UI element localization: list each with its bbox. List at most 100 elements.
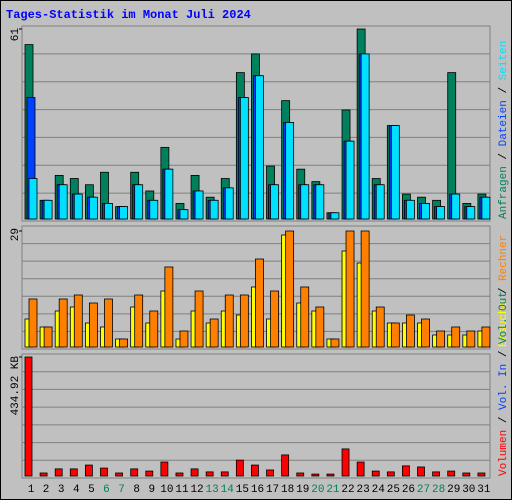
x-tick-label: 25 [387,484,400,496]
bar [436,206,446,220]
bar [466,206,476,220]
legend-entry: Vol. In [498,364,510,410]
legend-entry: Seiten [498,41,510,81]
bar [239,294,249,348]
bar [209,199,219,220]
bar [145,470,154,477]
bar [100,467,108,477]
chart-title: Tages-Statistik im Monat Juli 2024 [6,8,251,22]
bar [84,464,93,477]
x-tick-label: 27 [417,484,430,496]
bar [330,338,340,348]
bar [190,468,199,477]
bar [164,266,174,348]
bar [345,140,355,220]
bar [462,472,471,477]
bar [300,184,310,220]
y-tick-label: 434.92 KB [10,356,22,416]
bar [239,97,249,220]
bar [390,322,400,348]
x-tick-label: 29 [447,484,460,496]
bar [209,318,219,348]
x-tick-label: 9 [148,484,155,496]
bar [447,470,456,477]
legend-entry: Dateien [498,100,510,146]
bar [375,184,385,220]
x-tick-label: 19 [296,484,309,496]
legend-entry: Anfragen [498,166,510,219]
bar [451,193,461,220]
bar [73,294,83,348]
x-tick-label: 2 [43,484,50,496]
x-tick-label: 31 [477,484,491,496]
bar [73,193,83,220]
x-tick-label: 1 [28,484,35,496]
x-tick-label: 4 [73,484,80,496]
bar [43,199,53,220]
bar [251,464,259,477]
bar [417,466,425,477]
bar [481,326,491,348]
bar [341,448,350,477]
x-tick-label: 24 [372,484,386,496]
bar [194,190,204,220]
bar [88,302,98,348]
bar [481,196,491,220]
bar [386,471,395,477]
bar [421,318,430,348]
bar [356,461,365,477]
bar [406,199,415,220]
legend-separator: / [498,344,510,364]
bar [134,294,144,348]
plot-area [21,353,491,479]
bar [315,184,325,220]
x-tick-label: 26 [402,484,415,496]
legend-entry: Rechner [498,235,510,281]
bar [466,330,476,348]
bar [115,472,123,477]
bar [194,290,204,348]
legend-separator: / [498,281,510,301]
bar [330,212,340,220]
bar [315,306,325,348]
bar [270,290,279,348]
x-tick-label: 3 [58,484,65,496]
bar [160,461,169,477]
bar [266,469,274,477]
x-tick-label: 7 [118,484,125,496]
bar [119,338,128,348]
bar [477,472,486,477]
bar [69,468,78,477]
x-tick-label: 30 [462,484,475,496]
x-tick-label: 20 [311,484,324,496]
bar [421,203,430,220]
bar [39,472,48,477]
bar [58,298,68,348]
bar [311,473,320,477]
bar [28,178,38,220]
bar [164,168,174,220]
x-tick-label: 8 [133,484,140,496]
x-tick-label: 13 [206,484,219,496]
bar [285,230,295,348]
bar [432,471,441,477]
bar [224,294,234,348]
bar [296,472,305,477]
x-tick-label: 18 [281,484,294,496]
bar [220,471,229,477]
x-tick-label: 21 [326,484,340,496]
x-tick-label: 11 [175,484,189,496]
bar [224,187,234,220]
legend-separator: / [498,80,510,100]
legend: Anfragen / Dateien / Seiten [498,41,510,219]
bar [360,53,370,220]
bar [270,184,279,220]
bar [175,472,184,477]
bar [130,468,139,477]
bar [402,465,410,477]
legend-entry: Volumen [498,430,510,476]
bar [390,125,400,220]
legend-separator: / [498,146,510,166]
legend-entry: Besuche [498,301,510,347]
